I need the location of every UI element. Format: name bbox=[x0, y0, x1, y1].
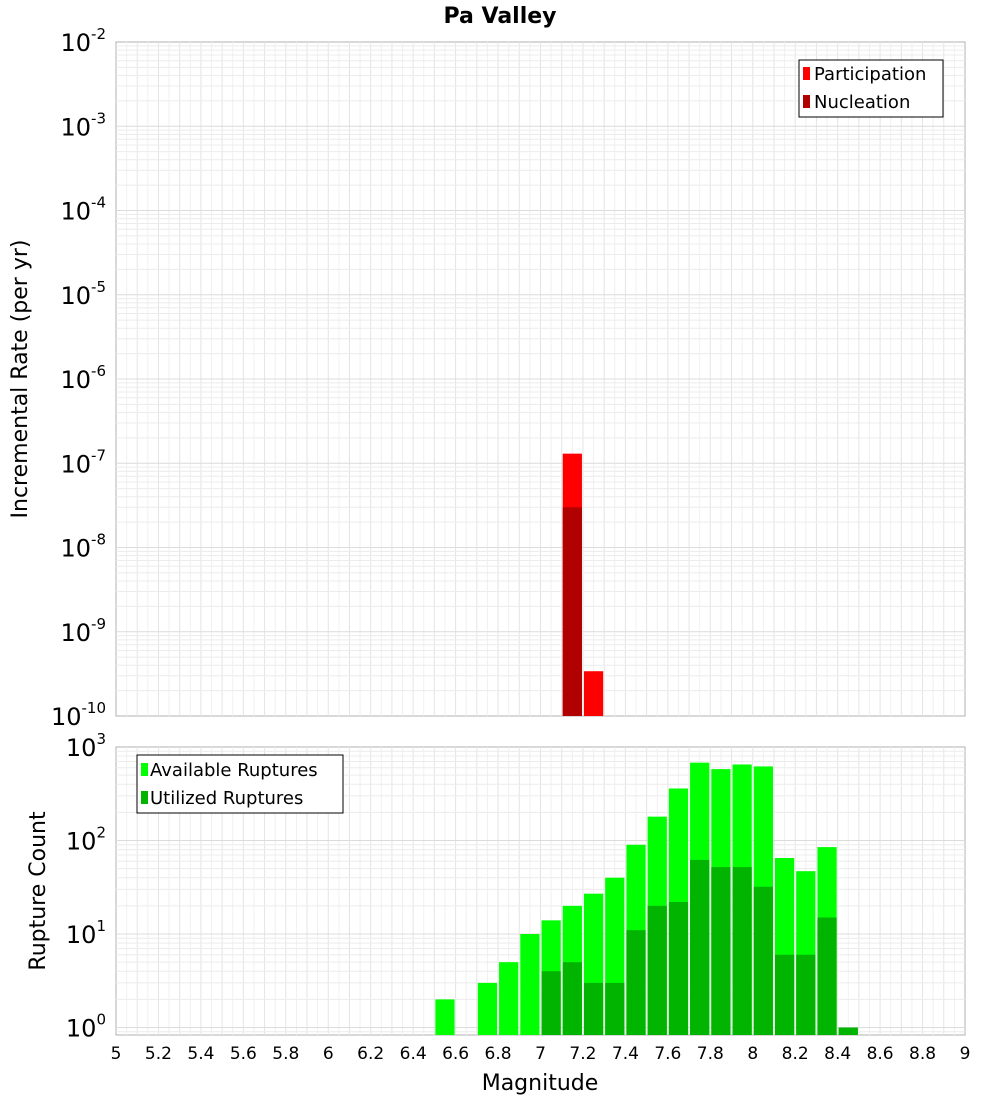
utilized-ruptures-bar bbox=[562, 962, 582, 1035]
rate-legend: Participation Nucleation bbox=[798, 59, 944, 118]
count-legend-box bbox=[136, 754, 344, 814]
x-tick-label: 6 bbox=[323, 1044, 334, 1064]
x-tick-label: 5.2 bbox=[145, 1044, 172, 1064]
utilized-ruptures-bar bbox=[626, 930, 646, 1035]
y-tick-label: 10-2 bbox=[60, 25, 106, 57]
y-tick-label: 10-6 bbox=[60, 362, 106, 394]
x-tick-labels: 5 5.2 5.4 5.6 5.8 6 6.2 6.4 6.6 6.8 7 7.2 7.4 7.6 7.8 8… bbox=[111, 1044, 971, 1064]
available-ruptures-bar bbox=[499, 962, 519, 1035]
y-tick-label: 10-3 bbox=[60, 109, 106, 141]
rate-legend-box bbox=[798, 59, 944, 118]
x-tick-label: 7.6 bbox=[654, 1044, 681, 1064]
x-tick-label: 5.4 bbox=[187, 1044, 214, 1064]
rate-y-ticks: 10-2 10-3 10-4 10-5 10-6 10-7 10-8 10-9 10-10 bbox=[51, 25, 106, 731]
utilized-ruptures-bar bbox=[690, 859, 710, 1035]
y-tick-label: 100 bbox=[66, 1011, 106, 1043]
x-tick-label: 5 bbox=[111, 1044, 122, 1064]
nucleation-legend-swatch bbox=[803, 95, 810, 108]
utilized-ruptures-bar bbox=[838, 1027, 858, 1035]
utilized-ruptures-bar bbox=[541, 971, 561, 1035]
y-tick-label: 10-10 bbox=[51, 699, 106, 731]
x-tick-label: 6.6 bbox=[442, 1044, 469, 1064]
y-tick-label: 102 bbox=[66, 824, 106, 856]
y-tick-label: 10-4 bbox=[60, 194, 106, 226]
participation-legend-swatch bbox=[803, 67, 810, 80]
rate-panel: 10-2 10-3 10-4 10-5 10-6 10-7 10-8 10-9 10-10 In… bbox=[8, 25, 966, 731]
x-tick-label: 5.8 bbox=[272, 1044, 299, 1064]
x-tick-label: 6.4 bbox=[400, 1044, 427, 1064]
x-tick-label: 9 bbox=[960, 1044, 971, 1064]
utilized-ruptures-bar bbox=[605, 982, 625, 1035]
rate-bars bbox=[562, 453, 604, 716]
x-tick-label: 8.4 bbox=[824, 1044, 851, 1064]
available-legend-label: Available Ruptures bbox=[150, 760, 318, 781]
utilized-ruptures-bar bbox=[647, 905, 667, 1035]
y-tick-label: 103 bbox=[66, 730, 106, 762]
x-tick-label: 7.2 bbox=[569, 1044, 596, 1064]
participation-bar bbox=[583, 671, 604, 716]
y-tick-label: 10-7 bbox=[60, 446, 106, 478]
available-legend-swatch bbox=[141, 763, 148, 776]
nucleation-bar bbox=[562, 507, 582, 716]
available-ruptures-bar bbox=[477, 982, 498, 1035]
x-tick-label: 8.8 bbox=[909, 1044, 936, 1064]
x-tick-label: 7.4 bbox=[612, 1044, 639, 1064]
y-tick-label: 10-5 bbox=[60, 278, 106, 310]
utilized-ruptures-bar bbox=[711, 867, 731, 1035]
x-tick-label: 8.2 bbox=[782, 1044, 809, 1064]
utilized-ruptures-bar bbox=[668, 901, 689, 1035]
x-tick-label: 7 bbox=[535, 1044, 546, 1064]
available-ruptures-bar bbox=[520, 934, 540, 1035]
count-legend: Available Ruptures Utilized Ruptures bbox=[136, 754, 344, 814]
utilized-ruptures-bar bbox=[753, 886, 773, 1035]
nucleation-legend-label: Nucleation bbox=[814, 92, 910, 113]
count-y-axis-label: Rupture Count bbox=[26, 811, 51, 971]
available-ruptures-bar bbox=[435, 999, 455, 1035]
count-y-ticks: 103 102 101 100 bbox=[66, 730, 106, 1043]
utilized-legend-label: Utilized Ruptures bbox=[150, 788, 303, 809]
x-axis-label: Magnitude bbox=[482, 1071, 599, 1096]
rate-y-axis-label: Incremental Rate (per yr) bbox=[8, 240, 33, 519]
utilized-ruptures-bar bbox=[583, 982, 604, 1035]
x-tick-label: 6.2 bbox=[357, 1044, 384, 1064]
x-tick-label: 8.6 bbox=[867, 1044, 894, 1064]
count-panel: 103 102 101 100 Rupture Count Available Rup… bbox=[26, 730, 966, 1043]
utilized-legend-swatch bbox=[141, 791, 148, 804]
chart-title: Pa Valley bbox=[443, 4, 556, 29]
rate-grid bbox=[116, 42, 965, 716]
y-tick-label: 101 bbox=[66, 917, 106, 949]
participation-legend-label: Participation bbox=[814, 64, 926, 85]
x-tick-label: 6.8 bbox=[485, 1044, 512, 1064]
count-bars bbox=[435, 762, 858, 1035]
utilized-ruptures-bar bbox=[732, 867, 752, 1035]
utilized-ruptures-bar bbox=[774, 954, 795, 1035]
utilized-ruptures-bar bbox=[796, 954, 816, 1035]
y-tick-label: 10-8 bbox=[60, 531, 106, 563]
utilized-ruptures-bar bbox=[817, 917, 837, 1035]
y-tick-label: 10-9 bbox=[60, 615, 106, 647]
x-tick-label: 5.6 bbox=[230, 1044, 257, 1064]
x-tick-label: 7.8 bbox=[697, 1044, 724, 1064]
x-tick-label: 8 bbox=[747, 1044, 758, 1064]
